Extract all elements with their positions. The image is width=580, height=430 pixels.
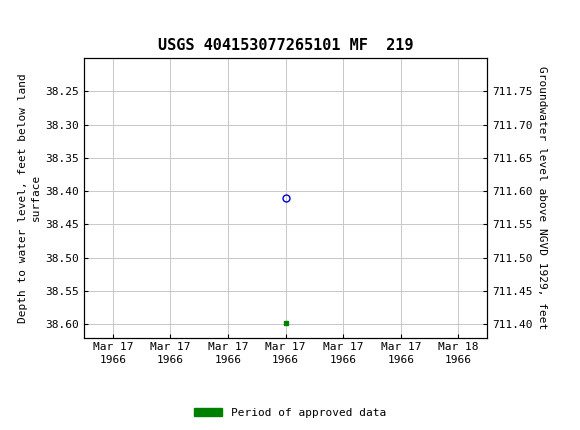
Legend: Period of approved data: Period of approved data — [190, 403, 390, 422]
Bar — [2, 4, 21, 31]
Text: █▒: █▒ — [2, 10, 23, 25]
Y-axis label: Depth to water level, feet below land
surface: Depth to water level, feet below land su… — [18, 73, 41, 322]
Text: USGS: USGS — [20, 10, 67, 25]
Y-axis label: Groundwater level above NGVD 1929, feet: Groundwater level above NGVD 1929, feet — [536, 66, 547, 329]
Text: USGS: USGS — [7, 10, 54, 25]
Title: USGS 404153077265101 MF  219: USGS 404153077265101 MF 219 — [158, 38, 414, 53]
